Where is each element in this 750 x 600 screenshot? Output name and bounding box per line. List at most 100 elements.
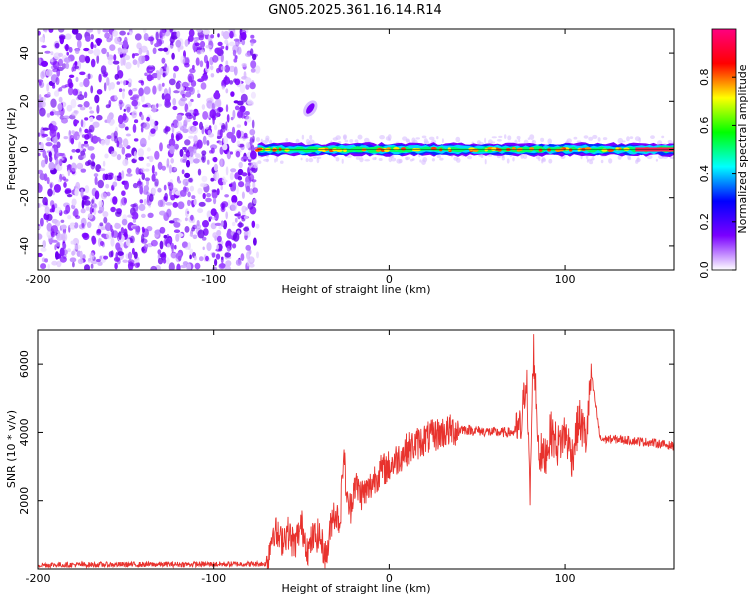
track-halo [588,136,594,141]
noise-speckle [112,60,120,65]
noise-speckle [133,251,138,259]
noise-speckle [225,121,228,131]
noise-speckle [177,201,185,210]
noise-speckle [230,91,235,97]
noise-speckle [237,222,244,228]
noise-speckle [54,90,60,97]
noise-speckle [90,160,96,170]
noise-speckle [248,263,255,268]
noise-speckle [58,52,64,58]
noise-speckle [141,233,145,243]
noise-speckle [100,192,108,200]
noise-speckle [207,159,210,165]
noise-speckle [190,214,194,221]
noise-speckle [49,111,55,116]
noise-speckle [50,231,56,238]
noise-speckle [194,42,200,47]
noise-speckle [70,240,75,245]
noise-speckle [52,61,60,69]
noise-speckle [106,114,112,124]
noise-speckle [216,188,220,196]
noise-speckle [101,47,107,55]
noise-speckle [234,105,240,111]
noise-speckle [182,93,186,98]
noise-speckle [222,31,230,40]
spectrogram-y-axis-label: Frequency (Hz) [5,108,18,191]
noise-speckle [205,44,212,49]
track-halo [532,140,535,143]
noise-speckle [89,206,93,215]
noise-speckle [94,176,98,186]
noise-speckle [168,220,175,224]
noise-speckle [185,112,192,117]
noise-speckle [89,252,95,260]
noise-speckle [91,199,94,204]
noise-speckle [123,80,127,86]
noise-speckle [40,159,46,168]
noise-speckle [163,184,167,191]
noise-speckle [142,104,148,108]
x-tick-label: -100 [201,572,226,585]
noise-speckle [184,149,190,153]
noise-speckle [76,135,80,140]
noise-speckle [226,150,232,160]
noise-speckle [159,226,166,234]
track-halo [255,137,261,142]
noise-speckle [220,65,226,71]
noise-speckle [197,93,201,98]
track-halo [421,135,427,139]
noise-speckle [195,153,201,159]
noise-speckle [114,262,118,270]
noise-speckle [250,150,257,160]
signal-peak [491,147,497,151]
track-halo [265,137,270,144]
track-halo [455,136,461,143]
noise-speckle [226,245,231,252]
noise-speckle [101,233,106,238]
noise-speckle [237,109,244,118]
noise-speckle [122,91,125,100]
noise-speckle [54,206,62,214]
signal-peak [577,148,581,152]
track-halo [341,158,344,164]
noise-speckle [163,196,167,201]
spectrogram-noise-region [38,29,261,270]
noise-speckle [213,124,218,131]
noise-speckle [232,49,237,57]
noise-speckle [255,223,260,229]
noise-speckle [224,194,230,198]
noise-speckle [181,169,185,175]
noise-speckle [252,53,257,61]
signal-peak [529,147,534,151]
noise-speckle [229,30,234,39]
noise-speckle [84,117,89,121]
noise-speckle [38,184,43,193]
track-halo [506,158,510,164]
snr-x-ticks: -200 -100 0 100 [26,330,576,585]
noise-speckle [243,231,249,236]
track-halo [518,138,521,143]
noise-speckle [133,138,139,142]
noise-speckle [88,129,93,133]
noise-speckle [168,262,175,270]
noise-speckle [118,88,123,93]
noise-speckle [170,35,176,39]
noise-speckle [77,104,83,108]
noise-speckle [252,198,258,205]
noise-speckle [154,171,158,176]
noise-speckle [213,163,218,172]
noise-speckle [53,146,59,154]
noise-speckle [172,119,179,129]
noise-speckle [109,82,115,90]
noise-speckle [151,164,155,174]
noise-speckle [175,82,181,90]
track-halo [516,135,521,140]
noise-speckle [225,260,232,267]
noise-speckle [188,125,195,134]
noise-speckle [245,115,252,123]
noise-speckle [184,139,191,146]
noise-speckle [212,55,219,63]
noise-speckle [254,65,261,74]
noise-speckle [58,87,63,92]
noise-speckle [216,135,222,140]
